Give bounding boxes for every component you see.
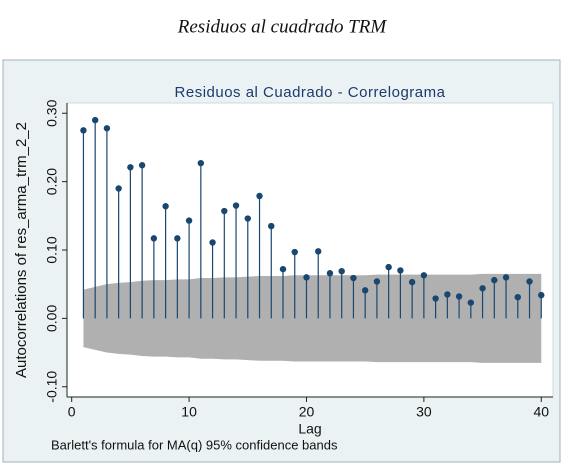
point <box>361 287 369 294</box>
point <box>385 263 392 271</box>
point <box>221 207 228 215</box>
point <box>291 248 298 256</box>
point <box>303 274 310 281</box>
point <box>408 278 416 286</box>
caption: Residuos al cuadrado TRM <box>177 16 388 37</box>
point <box>80 127 87 134</box>
point <box>256 192 263 200</box>
point <box>209 239 216 246</box>
x-tick-label: 30 <box>416 404 432 420</box>
point <box>197 159 205 167</box>
x-tick-label: 0 <box>68 404 76 420</box>
chart-title: Residuos al Cuadrado - Correlograma <box>175 84 446 101</box>
point <box>467 299 475 306</box>
y-tick-label: 0.00 <box>44 305 60 332</box>
point <box>115 185 122 192</box>
point <box>502 274 510 281</box>
point <box>479 285 486 292</box>
point <box>315 248 322 255</box>
point <box>538 291 545 299</box>
y-tick-label: -0.10 <box>44 371 60 403</box>
point <box>138 162 146 169</box>
point <box>232 202 240 209</box>
point <box>103 125 111 132</box>
point <box>397 267 404 274</box>
note: Barlett's formula for MA(q) 95% confiden… <box>51 437 338 452</box>
point <box>444 291 451 298</box>
x-tick-label: 20 <box>299 404 315 420</box>
point <box>491 276 498 284</box>
x-tick-label: 10 <box>181 404 197 420</box>
point <box>526 278 533 285</box>
y-tick-label: 0.30 <box>44 99 60 126</box>
point <box>127 164 134 171</box>
point <box>162 203 169 210</box>
point <box>279 265 287 273</box>
x-axis-label: Lag <box>298 421 321 437</box>
point <box>91 116 99 124</box>
point <box>420 272 428 279</box>
point <box>350 274 357 282</box>
point <box>338 267 345 275</box>
point <box>174 235 181 242</box>
y-axis-label: Autocorrelations of res_arma_trm_2_2 <box>13 122 30 378</box>
point <box>268 222 275 230</box>
point <box>514 293 521 301</box>
point <box>185 217 193 224</box>
x-tick-label: 40 <box>533 404 549 420</box>
point <box>244 215 251 222</box>
y-tick-label: 0.10 <box>44 236 60 263</box>
point <box>432 295 439 302</box>
y-tick-label: 0.20 <box>44 168 60 195</box>
point <box>373 278 381 285</box>
point <box>150 235 158 242</box>
point <box>455 293 463 300</box>
confidence-band <box>83 273 542 363</box>
point <box>326 270 334 277</box>
